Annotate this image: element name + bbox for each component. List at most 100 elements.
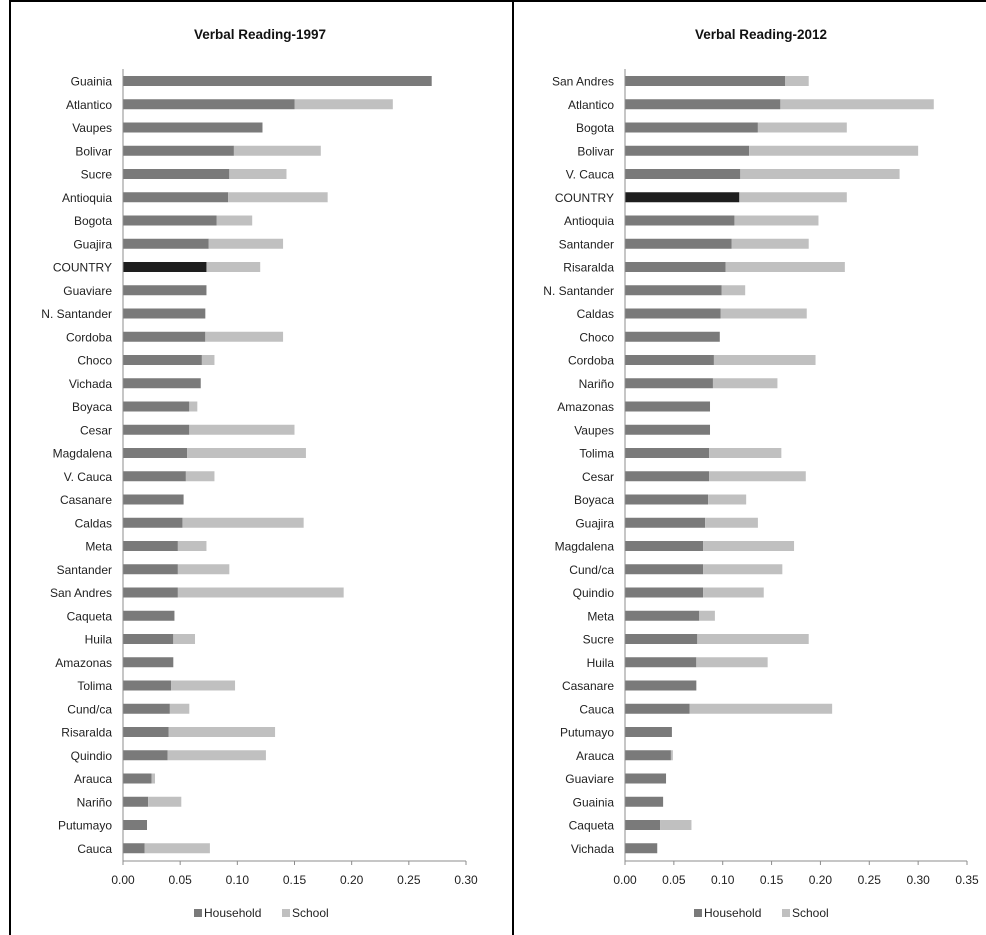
category-label: Boyaca xyxy=(72,400,112,414)
bar-household xyxy=(123,494,184,505)
legend-swatch-school xyxy=(782,909,790,917)
bar-household xyxy=(625,750,671,761)
bar-household xyxy=(123,610,175,621)
bar-household xyxy=(123,703,170,714)
bar-household xyxy=(123,564,178,575)
bar-school xyxy=(205,331,284,342)
bar-household xyxy=(625,169,741,179)
bar-household xyxy=(625,703,690,714)
category-label: Caqueta xyxy=(67,609,113,623)
x-tick-label: 0.25 xyxy=(397,873,421,887)
category-label: Vichada xyxy=(69,377,112,391)
bar-household xyxy=(625,843,658,854)
category-label: Atlantico xyxy=(66,98,112,112)
bar-school xyxy=(206,262,261,272)
bar-school xyxy=(689,703,833,714)
bar-household xyxy=(625,610,700,621)
bar-household xyxy=(625,541,704,551)
category-label: Cesar xyxy=(80,423,112,437)
bar-household xyxy=(625,401,711,412)
category-label: Bogota xyxy=(576,121,614,135)
bar-household xyxy=(625,820,661,830)
bar-household xyxy=(123,634,174,644)
bar-school xyxy=(721,285,746,296)
bar-household xyxy=(625,517,706,528)
bar-household xyxy=(625,796,664,807)
bar-household xyxy=(123,285,207,296)
category-label: Guajira xyxy=(575,516,614,530)
bar-school xyxy=(228,192,328,203)
bar-school xyxy=(739,192,847,203)
bar-household xyxy=(625,448,710,458)
category-label: Risaralda xyxy=(563,261,614,275)
category-label: COUNTRY xyxy=(555,191,614,205)
bar-household xyxy=(123,820,148,830)
category-label: N. Santander xyxy=(41,307,112,321)
bar-school xyxy=(780,99,934,110)
category-label: Guaviare xyxy=(63,284,112,298)
category-label: Cesar xyxy=(582,470,614,484)
category-label: Nariño xyxy=(579,377,615,391)
bar-school xyxy=(703,587,764,598)
x-tick-label: 0.10 xyxy=(711,873,735,887)
bar-school xyxy=(670,750,673,761)
bar-school xyxy=(660,820,692,830)
bar-household xyxy=(123,215,217,226)
bar-household xyxy=(625,238,732,249)
category-label: Bogota xyxy=(74,214,112,228)
bar-household xyxy=(123,657,174,668)
bar-school xyxy=(294,99,393,110)
category-label: San Andres xyxy=(552,75,614,89)
x-tick-label: 0.05 xyxy=(662,873,686,887)
bar-household xyxy=(625,262,726,272)
bar-household xyxy=(625,773,667,784)
bar-household xyxy=(123,424,190,435)
x-tick-label: 0.00 xyxy=(613,873,637,887)
bar-school xyxy=(151,773,156,784)
bar-school xyxy=(699,610,715,621)
category-label: Vaupes xyxy=(72,121,112,135)
category-label: Choco xyxy=(579,330,614,344)
bar-household xyxy=(123,587,178,598)
bar-school xyxy=(233,145,321,156)
legend-swatch-household xyxy=(694,909,702,917)
category-label: Atlantico xyxy=(568,98,614,112)
legend-label-household: Household xyxy=(704,906,761,920)
category-label: Meta xyxy=(85,540,112,554)
bar-school xyxy=(785,76,809,86)
legend-swatch-school xyxy=(282,909,290,917)
bar-household xyxy=(625,494,709,505)
category-label: Amazonas xyxy=(55,656,112,670)
bar-school xyxy=(229,169,287,179)
bar-household xyxy=(625,308,721,319)
category-label: Vaupes xyxy=(574,423,614,437)
bar-school xyxy=(182,517,304,528)
category-label: Vichada xyxy=(571,842,614,856)
bar-household xyxy=(123,331,206,342)
bar-school xyxy=(731,238,809,249)
category-label: Arauca xyxy=(576,749,614,763)
category-label: Guajira xyxy=(73,237,112,251)
bar-household xyxy=(625,587,704,598)
category-label: Putumayo xyxy=(58,819,112,833)
category-label: Risaralda xyxy=(61,726,112,740)
bar-school xyxy=(757,122,847,133)
top-border xyxy=(9,0,986,2)
category-label: Cauca xyxy=(579,702,614,716)
bar-household xyxy=(625,657,697,668)
bar-household xyxy=(123,680,172,691)
bar-household xyxy=(625,680,697,691)
bar-school xyxy=(185,471,215,482)
bar-school xyxy=(208,238,284,249)
bar-household xyxy=(123,262,207,272)
x-tick-label: 0.15 xyxy=(283,873,307,887)
bar-school xyxy=(148,796,182,807)
x-tick-label: 0.15 xyxy=(760,873,784,887)
bar-household xyxy=(123,471,186,482)
bar-household xyxy=(123,796,149,807)
chart-title: Verbal Reading-1997 xyxy=(194,27,326,42)
bar-household xyxy=(625,564,704,575)
bar-school xyxy=(144,843,210,854)
legend-label-school: School xyxy=(792,906,829,920)
